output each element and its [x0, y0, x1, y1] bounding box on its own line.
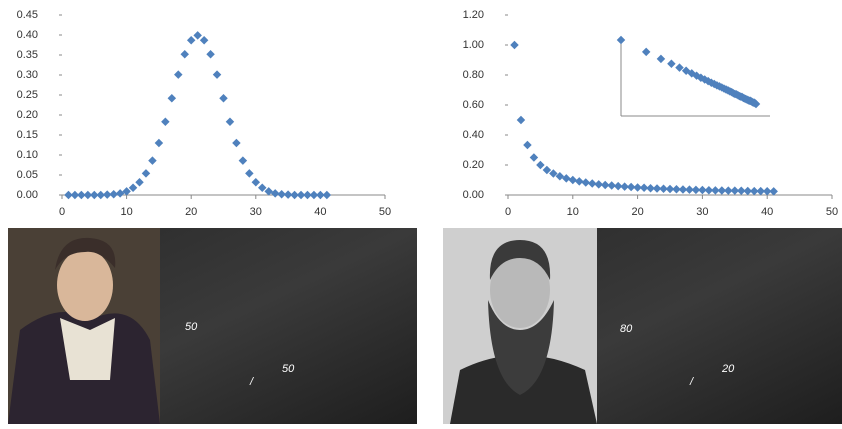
x-tick-label: 0 — [505, 206, 511, 218]
x-tick-label: 50 — [826, 206, 838, 218]
point — [109, 190, 117, 198]
y-tick-label: 0.00 — [463, 189, 484, 201]
point — [187, 36, 195, 44]
y-tick-label: 0.00 — [17, 189, 38, 201]
point — [174, 70, 182, 78]
y-tick-label: 0.25 — [17, 89, 38, 101]
y-tick-label: 0.60 — [463, 99, 484, 111]
portrait — [443, 228, 597, 424]
inset-point — [642, 48, 650, 56]
point — [588, 179, 596, 187]
inset-point — [617, 36, 625, 44]
y-tick-label: 0.40 — [17, 29, 38, 41]
point — [213, 70, 221, 78]
point — [161, 118, 169, 126]
point — [193, 31, 201, 39]
point — [116, 189, 124, 197]
y-tick-label: 0.20 — [463, 159, 484, 171]
point — [200, 36, 208, 44]
point — [168, 94, 176, 102]
y-tick-label: 0.10 — [17, 149, 38, 161]
point — [219, 94, 227, 102]
x-tick-label: 30 — [696, 206, 708, 218]
y-tick-label: 0.30 — [17, 69, 38, 81]
y-tick-label: 1.20 — [463, 9, 484, 21]
point — [226, 118, 234, 126]
y-tick-label: 0.45 — [17, 9, 38, 21]
point — [569, 176, 577, 184]
ratio-bottom: 20 — [721, 363, 735, 375]
point — [536, 161, 544, 169]
point — [135, 178, 143, 186]
inset-point — [667, 60, 675, 68]
x-tick-label: 40 — [314, 206, 326, 218]
ratio-top: 80 — [620, 323, 633, 335]
y-tick-label: 0.80 — [463, 69, 484, 81]
point — [180, 50, 188, 58]
y-tick-label: 0.05 — [17, 169, 38, 181]
point — [575, 177, 583, 185]
point — [517, 116, 525, 124]
x-tick-label: 20 — [185, 206, 197, 218]
point — [271, 189, 279, 197]
inset-point — [657, 55, 665, 63]
point — [252, 178, 260, 186]
ratio-bottom: 50 — [282, 363, 295, 375]
point — [239, 156, 247, 164]
point — [530, 153, 538, 161]
x-tick-label: 30 — [250, 206, 262, 218]
point — [769, 187, 777, 195]
page: {"chart_data": [ {"type": "scatter", "co… — [0, 0, 842, 424]
point — [148, 156, 156, 164]
point — [142, 169, 150, 177]
y-tick-label: 0.20 — [17, 109, 38, 121]
point — [582, 178, 590, 186]
y-tick-label: 0.15 — [17, 129, 38, 141]
point — [523, 141, 531, 149]
y-tick-label: 0.40 — [463, 129, 484, 141]
point — [245, 169, 253, 177]
y-tick-label: 1.00 — [463, 39, 484, 51]
x-tick-label: 10 — [567, 206, 579, 218]
x-tick-label: 20 — [631, 206, 643, 218]
point — [510, 41, 518, 49]
figure: 50/5080/20 0.000.050.100.150.200.250.300… — [0, 0, 842, 424]
portrait — [8, 228, 160, 424]
point — [562, 174, 570, 182]
x-tick-label: 50 — [379, 206, 391, 218]
x-tick-label: 10 — [120, 206, 132, 218]
ratio-top: 50 — [185, 321, 198, 333]
point — [323, 191, 331, 199]
point — [206, 50, 214, 58]
x-tick-label: 40 — [761, 206, 773, 218]
y-tick-label: 0.35 — [17, 49, 38, 61]
x-tick-label: 0 — [59, 206, 65, 218]
point — [232, 139, 240, 147]
point — [155, 139, 163, 147]
